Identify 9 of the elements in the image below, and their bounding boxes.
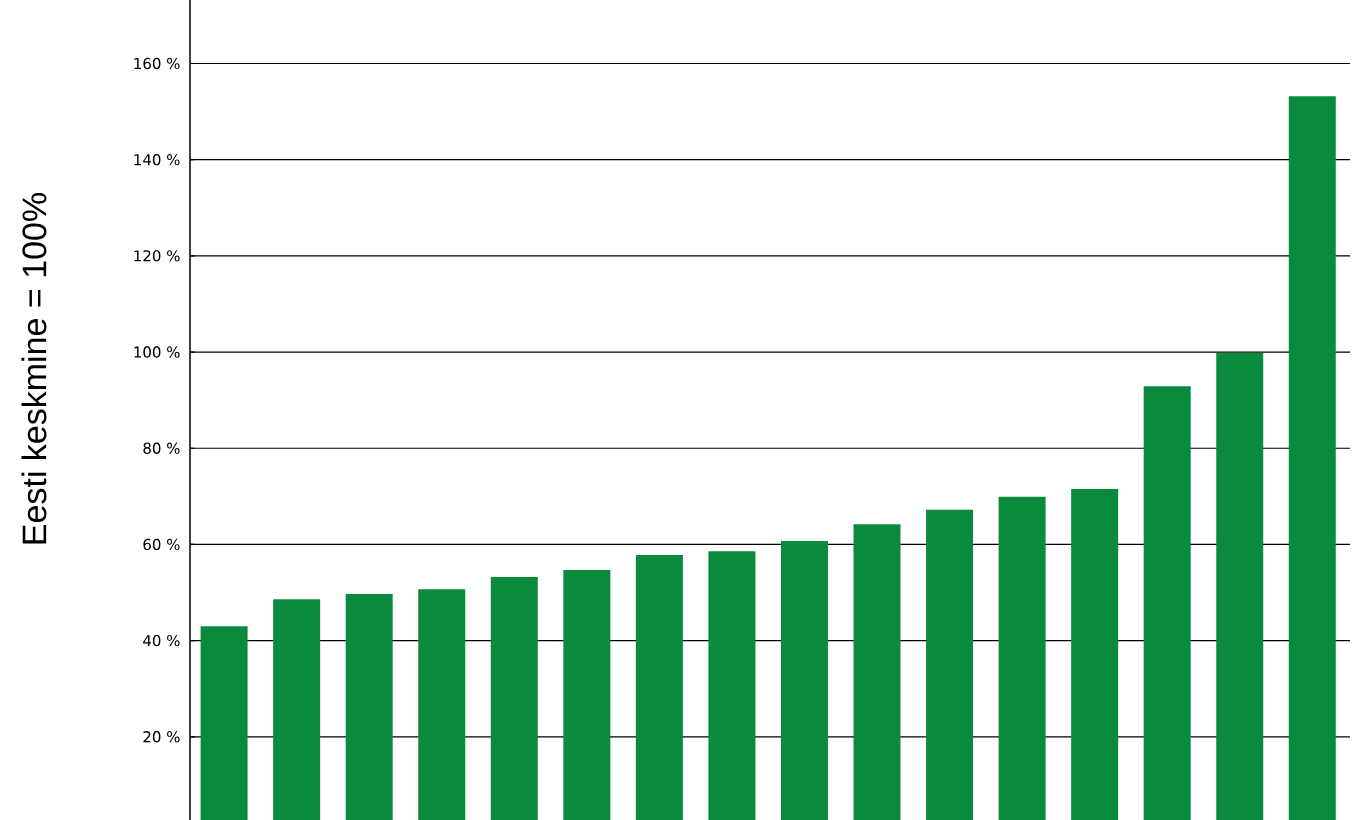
y-tick-label: 20 %	[143, 731, 180, 743]
y-axis-title: Eesti keskmine = 100%	[21, 193, 47, 544]
y-tick-label: 120 %	[134, 250, 180, 262]
y-tick-label: 60 %	[143, 538, 180, 551]
y-tick-label: 140 %	[134, 153, 180, 166]
y-tick-label: 100 %	[134, 346, 180, 358]
y-tick-label: 80 %	[143, 442, 180, 454]
y-tick-label: 40 %	[143, 634, 180, 647]
y-tick-label: 160 %	[134, 57, 180, 70]
